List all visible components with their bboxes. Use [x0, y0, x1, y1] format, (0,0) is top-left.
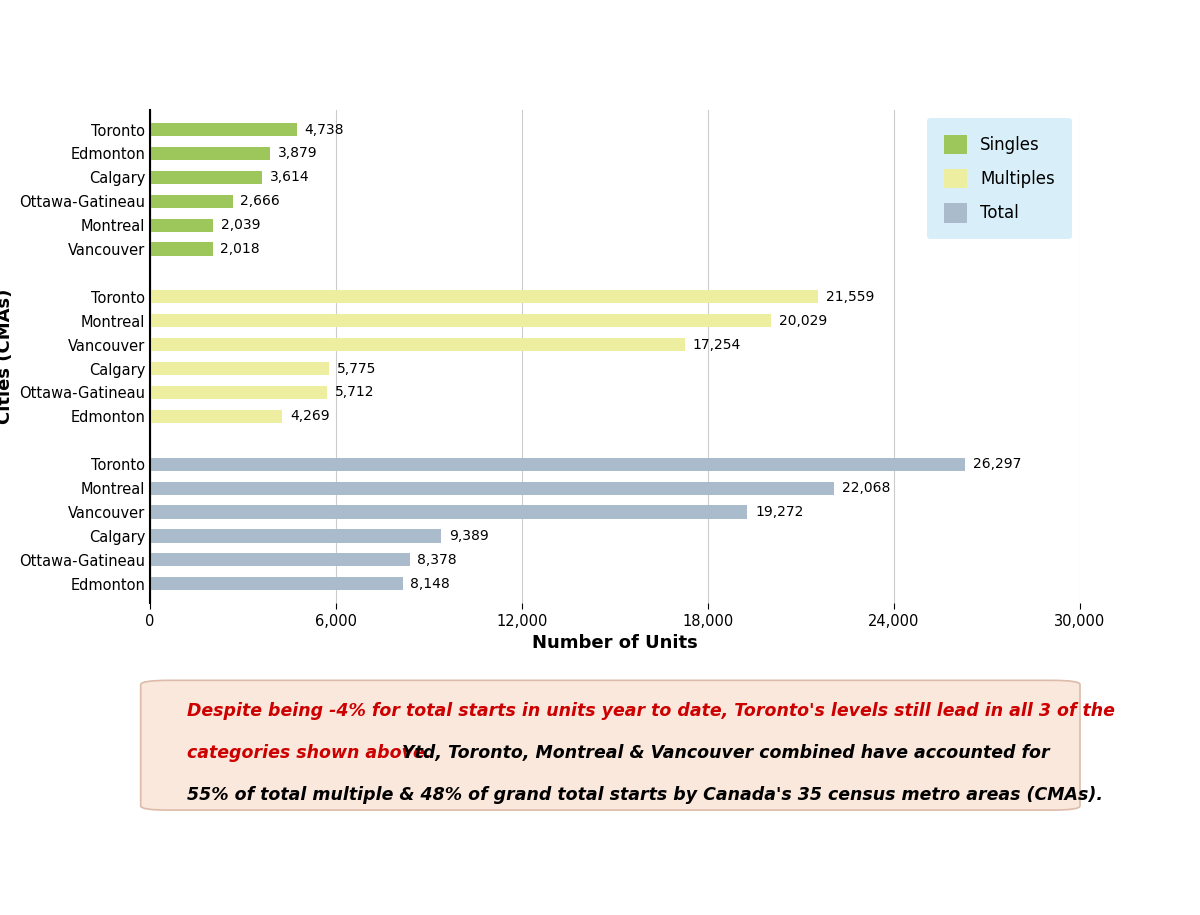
Text: Ytd, Toronto, Montreal & Vancouver combined have accounted for: Ytd, Toronto, Montreal & Vancouver combi… — [396, 744, 1050, 762]
Bar — [150, 386, 328, 399]
Text: categories shown above.: categories shown above. — [187, 744, 432, 762]
Bar — [150, 339, 685, 351]
Bar — [150, 458, 965, 471]
Bar — [150, 123, 296, 136]
Text: 17,254: 17,254 — [692, 338, 740, 351]
Text: 5,775: 5,775 — [337, 361, 376, 375]
Bar — [150, 577, 402, 590]
Text: 9,389: 9,389 — [449, 529, 488, 543]
Text: 3,879: 3,879 — [278, 146, 318, 160]
Text: 55% of total multiple & 48% of grand total starts by Canada's 35 census metro ar: 55% of total multiple & 48% of grand tot… — [187, 786, 1103, 804]
FancyBboxPatch shape — [140, 681, 1080, 810]
Bar — [150, 481, 834, 495]
Bar — [150, 219, 214, 231]
Text: 20,029: 20,029 — [779, 314, 827, 328]
Text: 19,272: 19,272 — [755, 505, 804, 519]
Text: 3,614: 3,614 — [270, 170, 310, 184]
Bar — [150, 195, 233, 208]
Text: 2,039: 2,039 — [221, 218, 260, 232]
Text: 4,269: 4,269 — [290, 409, 330, 424]
Text: 4,738: 4,738 — [305, 123, 344, 136]
Text: Despite being -4% for total starts in units year to date, Toronto's levels still: Despite being -4% for total starts in un… — [187, 702, 1115, 719]
Bar — [150, 554, 409, 566]
Text: 8,378: 8,378 — [418, 553, 457, 567]
Text: 8,148: 8,148 — [410, 576, 450, 591]
Y-axis label: Cities (CMAs): Cities (CMAs) — [0, 289, 13, 425]
Text: 21,559: 21,559 — [826, 290, 875, 304]
Text: 5,712: 5,712 — [335, 385, 374, 400]
Bar — [150, 290, 818, 304]
Bar — [150, 362, 329, 375]
Bar — [150, 505, 748, 519]
Bar — [150, 410, 282, 423]
X-axis label: Number of Units: Number of Units — [532, 634, 698, 652]
Text: 2,666: 2,666 — [240, 194, 280, 209]
Bar — [150, 146, 270, 160]
Text: 26,297: 26,297 — [973, 458, 1021, 471]
Legend: Singles, Multiples, Total: Singles, Multiples, Total — [926, 118, 1072, 239]
Text: 22,068: 22,068 — [842, 481, 890, 495]
Bar — [150, 314, 770, 328]
Bar — [150, 530, 442, 543]
Text: 2,018: 2,018 — [221, 242, 260, 256]
Bar — [150, 171, 262, 184]
Bar — [150, 242, 212, 255]
